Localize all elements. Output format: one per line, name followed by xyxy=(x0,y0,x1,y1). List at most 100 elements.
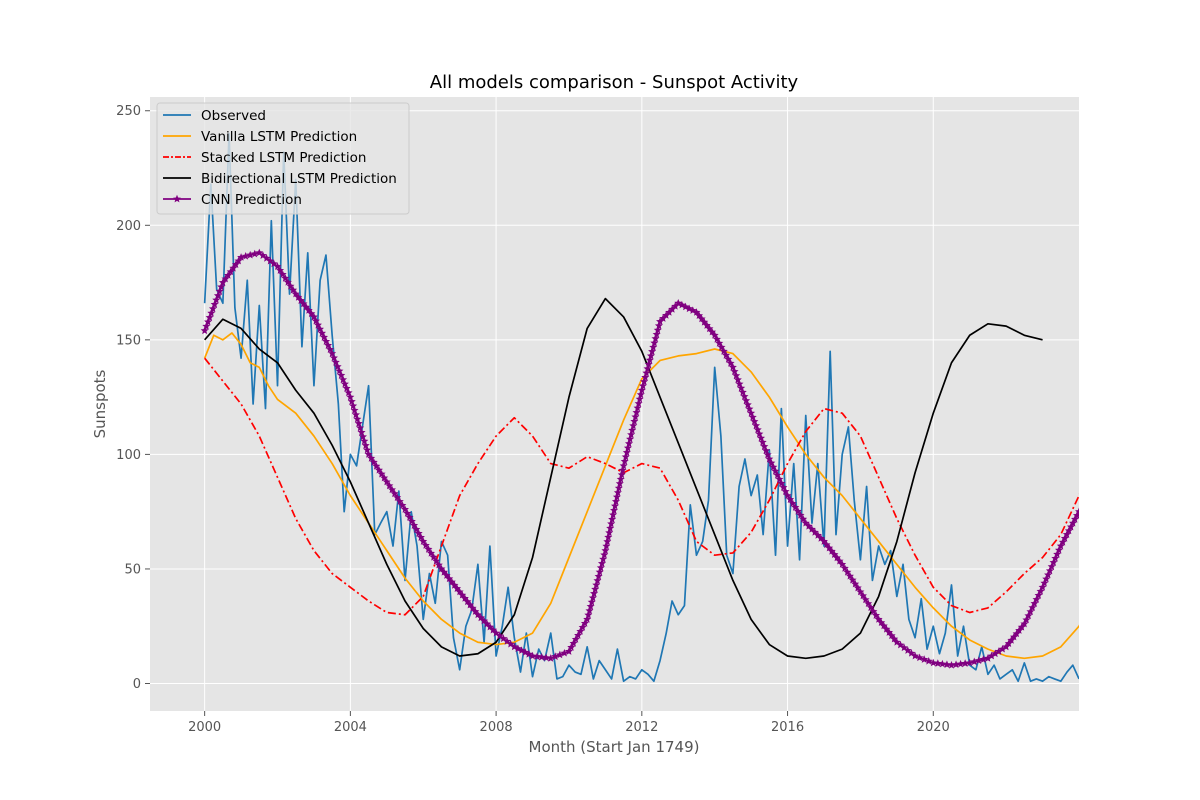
data-point-star xyxy=(947,660,956,669)
data-point-star xyxy=(637,386,646,394)
data-point-star xyxy=(546,654,555,662)
x-tick-label: 2016 xyxy=(771,720,804,735)
data-point-star xyxy=(537,652,546,661)
x-tick-label: 2020 xyxy=(917,720,950,735)
data-point-star xyxy=(609,510,618,519)
data-point-star xyxy=(970,657,979,666)
data-point-star xyxy=(1012,629,1021,638)
data-point-star xyxy=(610,506,619,514)
data-point-star xyxy=(635,394,644,403)
data-point-star xyxy=(617,470,626,479)
data-point-star xyxy=(594,572,603,580)
y-tick-label: 200 xyxy=(116,219,141,234)
data-point-star xyxy=(633,403,642,412)
data-point-star xyxy=(994,647,1003,655)
data-point-star xyxy=(213,291,222,300)
x-tick-label: 2008 xyxy=(480,720,513,735)
series-line-stacked-lstm-prediction xyxy=(203,357,1079,616)
data-point-star xyxy=(998,644,1007,653)
data-point-star xyxy=(595,567,604,576)
data-point-star xyxy=(604,533,613,541)
data-point-star xyxy=(611,497,620,505)
data-point-star xyxy=(607,519,616,528)
data-point-star xyxy=(646,351,655,360)
data-point-star xyxy=(580,619,589,627)
data-point-star xyxy=(1051,554,1060,562)
data-point-star xyxy=(610,501,619,510)
data-point-star xyxy=(218,278,227,286)
data-point-star xyxy=(1015,626,1024,634)
legend-entry: Observed xyxy=(163,108,266,124)
series-line-observed xyxy=(203,132,1079,683)
data-point-star xyxy=(212,295,221,304)
data-point-star xyxy=(1060,534,1069,542)
data-point-star xyxy=(229,263,238,272)
ticks: 2000 2004 2008 2012 2016 2020 0 50 100 150 200 250 xyxy=(116,104,950,735)
data-point-star xyxy=(612,492,621,501)
data-point-star xyxy=(351,410,360,419)
data-point-star xyxy=(1007,636,1016,644)
data-point-star xyxy=(1044,570,1053,579)
y-tick-label: 0 xyxy=(133,677,141,692)
data-point-star xyxy=(246,250,255,259)
series-line-vanilla-lstm-prediction xyxy=(203,332,1079,660)
data-point-star xyxy=(588,593,597,602)
data-point-star xyxy=(651,334,660,343)
data-point-star xyxy=(1026,607,1035,616)
data-point-star xyxy=(205,313,214,321)
data-point-star xyxy=(1002,642,1011,651)
data-point-star xyxy=(621,452,630,461)
data-point-star xyxy=(1028,603,1037,612)
data-point-star xyxy=(574,631,583,639)
series-bidirectional-lstm-prediction xyxy=(204,297,1043,660)
data-point-star xyxy=(961,659,970,667)
data-point-star xyxy=(349,401,358,410)
data-point-star xyxy=(202,322,211,330)
data-point-star xyxy=(644,360,653,368)
data-point-star xyxy=(586,602,595,610)
data-point-star xyxy=(1009,632,1018,641)
data-point-star xyxy=(938,659,947,668)
data-point-star xyxy=(592,580,601,589)
data-point-star xyxy=(591,585,600,593)
data-point-star xyxy=(642,368,651,377)
data-point-star xyxy=(578,623,587,631)
grid xyxy=(150,97,1079,711)
data-point-star xyxy=(654,321,663,330)
data-point-star xyxy=(363,445,372,454)
data-point-star xyxy=(662,311,671,319)
data-point-star xyxy=(583,615,592,623)
data-point-star xyxy=(597,559,606,567)
data-point-star xyxy=(1032,595,1041,603)
data-point-star xyxy=(974,656,983,664)
data-point-star xyxy=(601,546,610,555)
data-point-star xyxy=(1030,599,1039,607)
data-point-star xyxy=(571,635,580,643)
data-point-star xyxy=(1040,578,1049,587)
data-point-star xyxy=(210,300,219,308)
data-point-star xyxy=(626,434,635,443)
data-point-star xyxy=(587,597,596,606)
data-point-star xyxy=(613,488,622,497)
data-point-star xyxy=(641,373,650,381)
legend-label: Stacked LSTM Prediction xyxy=(201,150,366,166)
data-point-star xyxy=(606,524,615,532)
data-point-star xyxy=(1017,623,1026,631)
x-tick-label: 2004 xyxy=(334,720,367,735)
data-point-star xyxy=(1042,574,1051,583)
data-point-star xyxy=(528,651,537,660)
legend-entry: Vanilla LSTM Prediction xyxy=(163,129,357,145)
data-point-star xyxy=(346,392,355,401)
data-point-star xyxy=(221,274,230,283)
data-point-star xyxy=(1064,526,1073,535)
data-point-star xyxy=(636,390,645,399)
data-point-star xyxy=(1036,587,1045,595)
data-point-star xyxy=(350,406,359,414)
data-point-star xyxy=(353,414,362,423)
data-point-star xyxy=(668,305,677,313)
series-cnn-prediction xyxy=(200,248,1079,669)
data-point-star xyxy=(207,308,216,317)
data-point-star xyxy=(929,658,938,667)
data-point-star xyxy=(1075,507,1079,516)
